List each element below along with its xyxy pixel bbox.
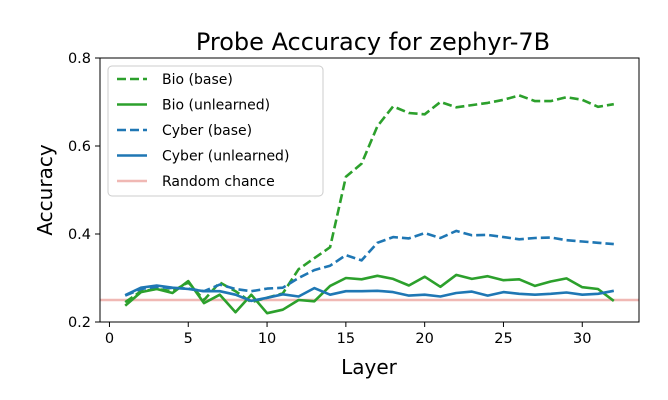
series-line-bio-base xyxy=(124,94,615,304)
legend: Bio (base) Bio (unlearned) Cyber (base) Cyb… xyxy=(107,65,324,197)
x-tick-label: 0 xyxy=(105,331,114,347)
y-axis-ticks: 0.2 0.4 0.6 0.8 xyxy=(68,51,100,331)
x-axis-ticks: 0 5 10 15 20 25 30 xyxy=(105,322,591,347)
series-line-cyber-base xyxy=(124,229,614,297)
legend-box xyxy=(107,65,324,197)
legend-label-bio-unlearned: Bio (unlearned) xyxy=(162,98,270,114)
legend-label-cyber-base: Cyber (base) xyxy=(162,123,252,139)
y-tick-label: 0.6 xyxy=(68,139,91,155)
y-tick-label: 0.8 xyxy=(68,51,91,67)
x-tick-label: 25 xyxy=(494,331,512,347)
x-tick-label: 10 xyxy=(258,331,276,347)
legend-label-bio-base: Bio (base) xyxy=(162,72,233,88)
series-lines xyxy=(100,94,639,315)
plot-area xyxy=(100,94,639,315)
legend-label-random-chance: Random chance xyxy=(162,174,275,190)
x-tick-label: 15 xyxy=(337,331,355,347)
y-tick-label: 0.2 xyxy=(68,315,91,331)
x-axis-label: Layer xyxy=(341,355,398,379)
x-tick-label: 30 xyxy=(573,331,591,347)
y-axis-label: Accuracy xyxy=(33,144,57,235)
plot-frame xyxy=(99,57,640,323)
series-line-bio-unlearned xyxy=(124,273,615,315)
legend-label-cyber-unlearned: Cyber (unlearned) xyxy=(162,149,289,165)
chart-title: Probe Accuracy for zephyr-7B xyxy=(196,28,550,56)
y-tick-label: 0.4 xyxy=(68,227,91,243)
series-line-cyber-unlearned xyxy=(124,284,615,303)
x-tick-label: 20 xyxy=(415,331,433,347)
x-tick-label: 5 xyxy=(184,331,193,347)
